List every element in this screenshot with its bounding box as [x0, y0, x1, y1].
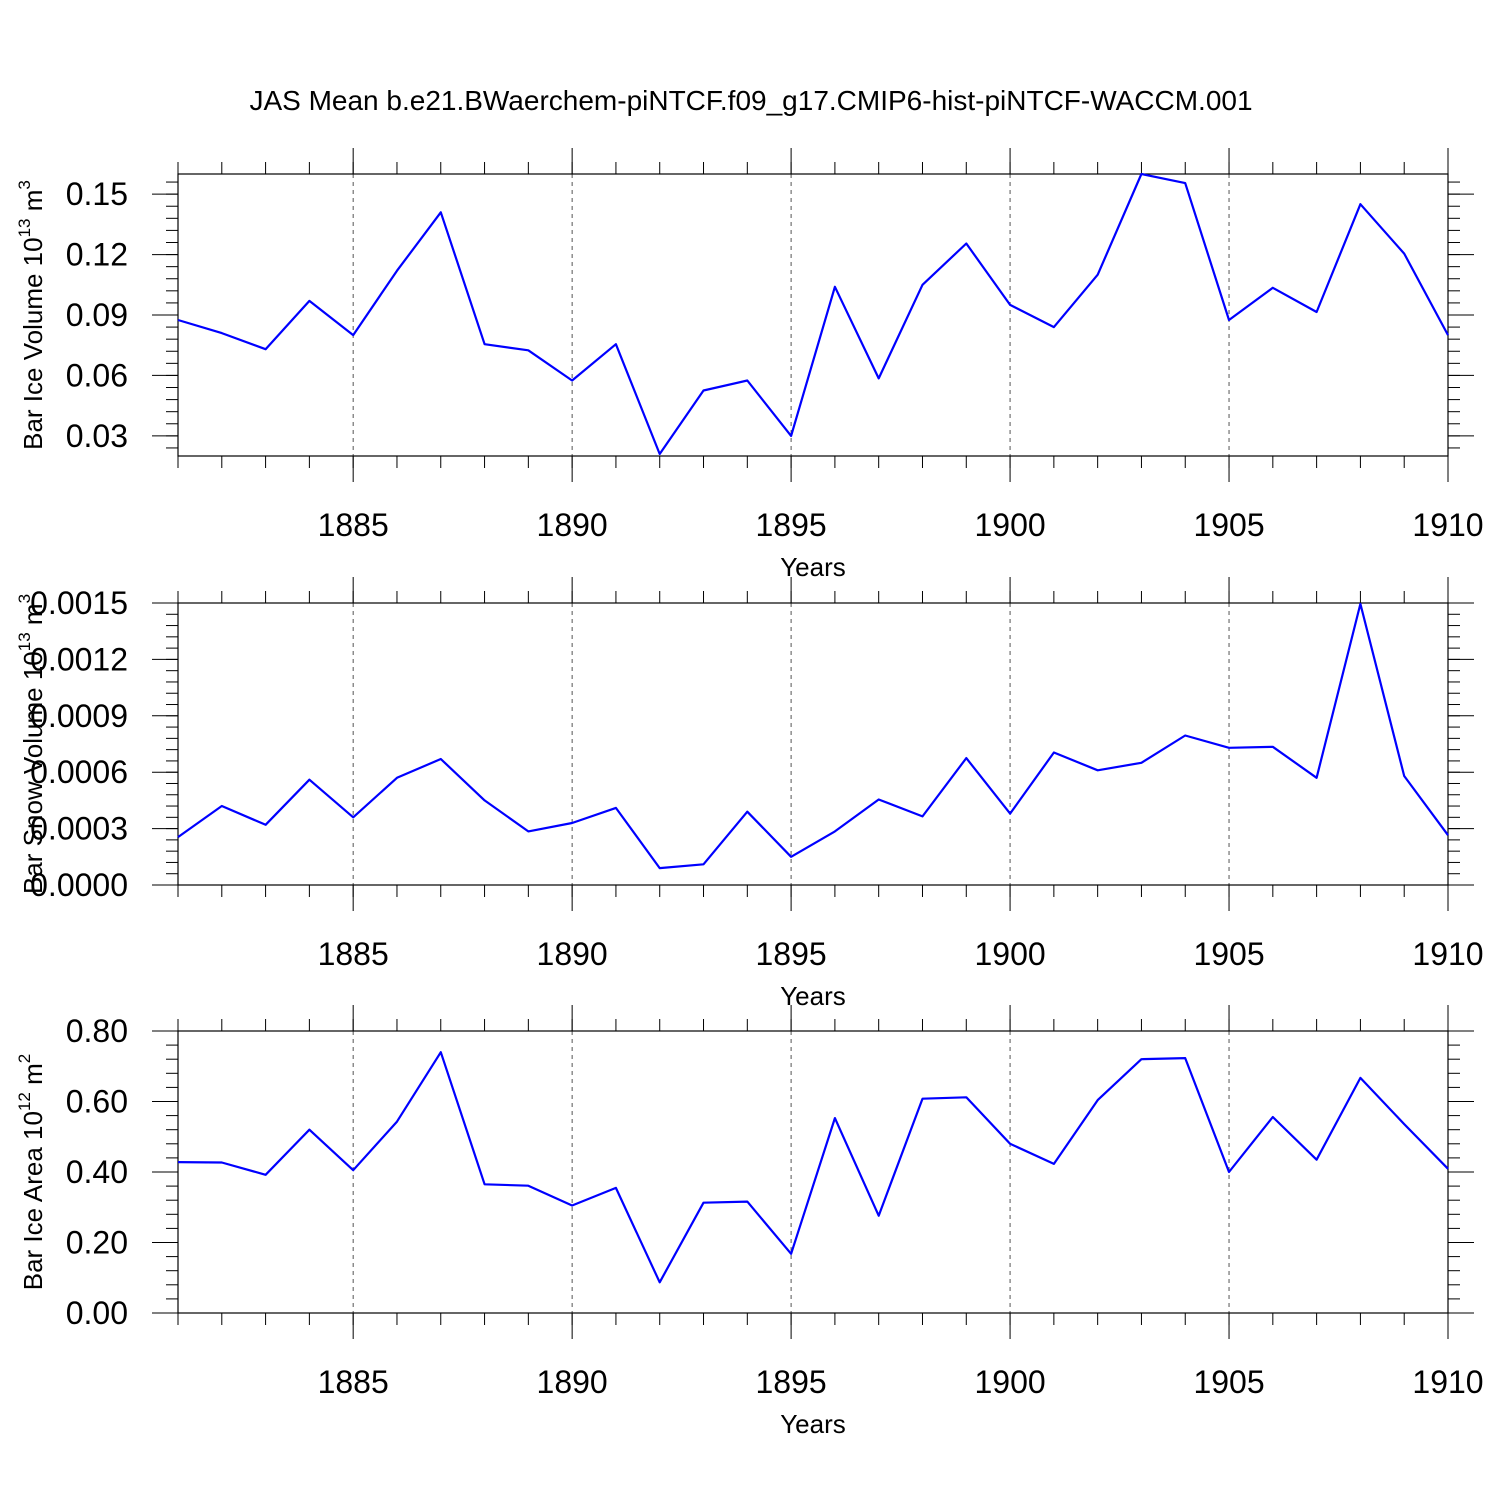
x-tick-label-1895: 1895 [756, 936, 827, 972]
y-axis-title: Bar Snow Volume 1013 m3 [15, 594, 48, 894]
panel-2: 1885 1890 1895 1900 1905 1910 0.0000 0.0003 0.00… [15, 577, 1484, 1011]
y-axis-title-unit: m [18, 1063, 48, 1092]
y-tick-label-0.0003: 0.0003 [30, 811, 128, 847]
x-tick-label-1885: 1885 [318, 1364, 389, 1400]
y-axis-title-unit: m [18, 603, 48, 632]
y-tick-label-0.0012: 0.0012 [30, 641, 128, 677]
y-axis-title-unit-exponent: 3 [15, 180, 34, 189]
panels: 1885 1890 1895 1900 1905 1910 0.03 0.06 0.09 0.12… [15, 148, 1484, 1439]
y-axis-title: Bar Ice Volume 1013 m3 [15, 180, 48, 450]
series-line-3 [177, 1051, 1449, 1284]
y-tick-label-0.40: 0.40 [66, 1154, 128, 1190]
x-tick-label-1910: 1910 [1412, 936, 1483, 972]
y-tick-label-0.0006: 0.0006 [30, 754, 128, 790]
figure-title: JAS Mean b.e21.BWaerchem-piNTCF.f09_g17.… [249, 85, 1252, 116]
y-tick-label-0.80: 0.80 [66, 1013, 128, 1049]
y-tick-label-0.09: 0.09 [66, 297, 128, 333]
x-tick-label-1890: 1890 [537, 1364, 608, 1400]
y-tick-label-0.12: 0.12 [66, 237, 128, 273]
y-axis-title-label: Bar Ice Volume 10 [18, 237, 48, 449]
x-tick-label-1910: 1910 [1412, 1364, 1483, 1400]
x-axis-title: Years [780, 981, 846, 1011]
x-tick-label-1905: 1905 [1193, 936, 1264, 972]
x-tick-label-1900: 1900 [974, 507, 1045, 543]
series-line-1 [177, 172, 1449, 456]
x-axis-title: Years [780, 1409, 846, 1439]
x-tick-label-1900: 1900 [974, 1364, 1045, 1400]
y-axis-title-exponent: 13 [15, 218, 34, 237]
y-axis-title-label: Bar Snow Volume 10 [18, 651, 48, 894]
plot-frame [177, 602, 1449, 886]
x-tick-label-1890: 1890 [537, 936, 608, 972]
y-tick-label-0.20: 0.20 [66, 1225, 128, 1261]
y-tick-label-0.60: 0.60 [66, 1084, 128, 1120]
y-axis-title-label: Bar Ice Area 10 [18, 1111, 48, 1290]
x-tick-label-1905: 1905 [1193, 1364, 1264, 1400]
x-tick-label-1885: 1885 [318, 507, 389, 543]
y-axis-title-exponent: 13 [15, 632, 34, 651]
x-tick-label-1885: 1885 [318, 936, 389, 972]
y-tick-label-0.03: 0.03 [66, 418, 128, 454]
x-tick-label-1895: 1895 [756, 1364, 827, 1400]
panel-3: 1885 1890 1895 1900 1905 1910 0.00 0.20 0.40 0.60… [15, 1005, 1484, 1439]
x-tick-label-1895: 1895 [756, 507, 827, 543]
x-tick-label-1900: 1900 [974, 936, 1045, 972]
y-tick-label-0.0015: 0.0015 [30, 585, 128, 621]
y-tick-label-0.00: 0.00 [66, 1295, 128, 1331]
x-tick-label-1905: 1905 [1193, 507, 1264, 543]
panel-1: 1885 1890 1895 1900 1905 1910 0.03 0.06 0.09 0.12… [15, 148, 1484, 582]
x-tick-label-1910: 1910 [1412, 507, 1483, 543]
y-tick-label-0.0000: 0.0000 [30, 867, 128, 903]
y-tick-label-0.0009: 0.0009 [30, 698, 128, 734]
x-axis-title: Years [780, 552, 846, 582]
series-line-2 [177, 602, 1449, 870]
y-axis-title: Bar Ice Area 1012 m2 [15, 1054, 48, 1291]
y-axis-title-unit: m [18, 190, 48, 219]
y-tick-label-0.15: 0.15 [66, 176, 128, 212]
y-axis-title-unit-exponent: 2 [15, 1054, 34, 1063]
x-tick-label-1890: 1890 [537, 507, 608, 543]
y-axis-title-exponent: 12 [15, 1092, 34, 1111]
y-tick-label-0.06: 0.06 [66, 357, 128, 393]
y-axis-title-unit-exponent: 3 [15, 594, 34, 603]
